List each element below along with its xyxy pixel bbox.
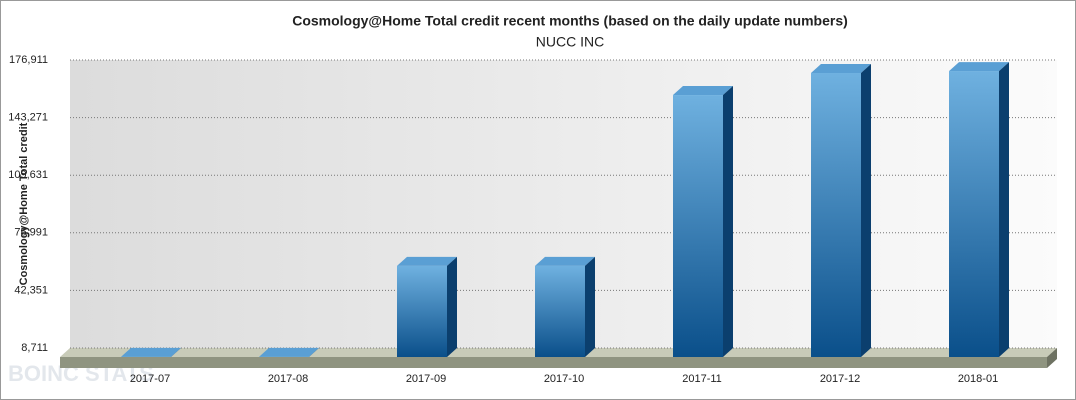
bar-top (121, 347, 181, 357)
floor-side (1047, 348, 1057, 368)
bar-side (861, 63, 871, 358)
bar (949, 62, 1009, 357)
x-tick-label: 2017-11 (682, 373, 722, 385)
bar (121, 347, 181, 357)
bar-front (673, 95, 723, 358)
bar-top (949, 62, 1009, 72)
y-tick-label: 143,271 (8, 112, 48, 124)
bar-front (811, 72, 861, 357)
x-tick-label: 2017-10 (544, 373, 584, 385)
x-tick-label: 2018-01 (958, 373, 998, 385)
y-tick-label: 75,991 (14, 227, 48, 239)
x-tick-label: 2017-07 (130, 373, 170, 385)
y-tick-label: 42,351 (14, 284, 48, 296)
y-tick-label: 8,711 (21, 342, 48, 354)
bar (535, 256, 595, 357)
bar (811, 63, 871, 358)
bar-side (171, 347, 181, 357)
bar-side (447, 256, 457, 357)
x-tick-label: 2017-09 (406, 373, 446, 385)
chart-title: Cosmology@Home Total credit recent month… (292, 13, 848, 29)
x-tick-label: 2017-12 (820, 373, 860, 385)
floor-front (60, 357, 1047, 368)
chart-subtitle: NUCC INC (536, 34, 604, 50)
x-tick-label: 2017-08 (268, 373, 308, 385)
bar-top (259, 347, 319, 357)
bar-top (535, 256, 595, 266)
y-tick-label: 109,631 (8, 169, 48, 181)
bar-side (999, 62, 1009, 357)
bar-side (309, 347, 319, 357)
bar-side (723, 86, 733, 358)
bar (397, 256, 457, 357)
bar (673, 86, 733, 358)
bar-front (397, 265, 447, 357)
bar-front (535, 265, 585, 357)
bar-side (585, 256, 595, 357)
bar-top (811, 63, 871, 73)
bar-top (673, 86, 733, 96)
bar (259, 347, 319, 357)
y-tick-label: 176,911 (9, 54, 48, 66)
y-axis-label: Cosmology@Home Total credit (18, 122, 30, 285)
bar-top (397, 256, 457, 266)
bar-front (949, 71, 999, 357)
